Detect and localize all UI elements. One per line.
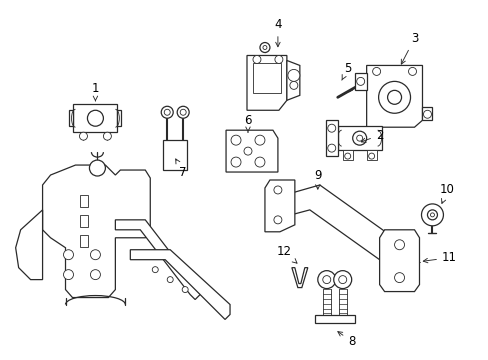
Text: 8: 8	[337, 332, 355, 348]
Bar	[81, 195, 88, 207]
Circle shape	[167, 276, 173, 283]
Polygon shape	[16, 210, 42, 280]
Polygon shape	[225, 130, 277, 172]
Circle shape	[423, 110, 430, 118]
Circle shape	[177, 106, 189, 118]
Text: 5: 5	[341, 62, 351, 80]
Circle shape	[63, 250, 73, 260]
Circle shape	[90, 270, 100, 280]
Circle shape	[273, 186, 281, 194]
Text: 9: 9	[313, 168, 321, 189]
Text: 1: 1	[91, 82, 99, 101]
Circle shape	[252, 55, 261, 63]
Circle shape	[421, 204, 443, 226]
Bar	[81, 215, 88, 227]
Polygon shape	[379, 230, 419, 292]
Polygon shape	[42, 165, 150, 298]
Circle shape	[327, 124, 335, 132]
Circle shape	[394, 240, 404, 250]
Polygon shape	[422, 107, 431, 120]
Circle shape	[368, 153, 374, 159]
Polygon shape	[73, 104, 117, 132]
Circle shape	[230, 157, 241, 167]
Polygon shape	[264, 180, 294, 232]
Circle shape	[89, 160, 105, 176]
Circle shape	[333, 271, 351, 289]
Circle shape	[322, 276, 330, 284]
Circle shape	[352, 131, 366, 145]
Polygon shape	[130, 250, 229, 319]
Circle shape	[90, 250, 100, 260]
Polygon shape	[286, 60, 299, 100]
Circle shape	[180, 109, 186, 115]
Circle shape	[254, 135, 264, 145]
Polygon shape	[69, 110, 73, 126]
Polygon shape	[117, 110, 121, 126]
Circle shape	[103, 132, 111, 140]
Text: 2: 2	[361, 129, 383, 143]
Polygon shape	[337, 126, 381, 150]
Polygon shape	[115, 220, 200, 300]
Circle shape	[368, 68, 382, 82]
Circle shape	[263, 45, 266, 50]
Polygon shape	[366, 150, 376, 160]
Text: 12: 12	[276, 245, 296, 263]
Circle shape	[327, 144, 335, 152]
Bar	[163, 140, 187, 170]
Circle shape	[378, 81, 410, 113]
Circle shape	[429, 213, 433, 217]
Text: 7: 7	[175, 159, 186, 179]
Bar	[252, 63, 280, 93]
Circle shape	[182, 287, 188, 293]
Circle shape	[260, 42, 269, 53]
Circle shape	[274, 55, 283, 63]
Circle shape	[289, 81, 297, 89]
Bar	[314, 315, 354, 323]
Circle shape	[394, 273, 404, 283]
Polygon shape	[291, 268, 307, 288]
Text: 11: 11	[423, 251, 456, 264]
Circle shape	[372, 67, 380, 75]
Circle shape	[230, 135, 241, 145]
Text: 10: 10	[439, 184, 454, 203]
Circle shape	[63, 270, 73, 280]
Circle shape	[164, 109, 170, 115]
Circle shape	[407, 67, 416, 75]
Text: 4: 4	[274, 18, 281, 47]
Polygon shape	[342, 150, 352, 160]
Circle shape	[372, 72, 378, 78]
Circle shape	[356, 135, 362, 141]
Circle shape	[80, 132, 87, 140]
Circle shape	[254, 157, 264, 167]
Polygon shape	[325, 120, 337, 156]
Bar	[81, 235, 88, 247]
Circle shape	[152, 267, 158, 273]
Polygon shape	[366, 66, 422, 127]
Circle shape	[427, 210, 437, 220]
Circle shape	[161, 106, 173, 118]
Circle shape	[387, 90, 401, 104]
Text: 6: 6	[244, 114, 251, 132]
Polygon shape	[354, 73, 366, 90]
Circle shape	[287, 69, 299, 81]
Circle shape	[356, 77, 364, 85]
Circle shape	[317, 271, 335, 289]
Circle shape	[87, 110, 103, 126]
Circle shape	[344, 153, 350, 159]
Polygon shape	[279, 185, 389, 260]
Circle shape	[338, 276, 346, 284]
Circle shape	[244, 147, 251, 155]
Polygon shape	[246, 55, 286, 110]
Circle shape	[273, 216, 281, 224]
Text: 3: 3	[401, 32, 417, 64]
